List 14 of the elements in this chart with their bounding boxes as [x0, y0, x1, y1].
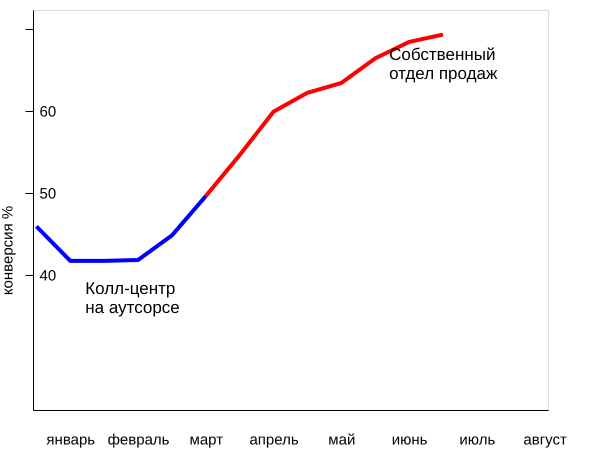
x-tick-label: август	[523, 432, 567, 448]
y-tick-label: 40	[40, 267, 56, 284]
x-tick-label: апрель	[249, 432, 299, 448]
series-label: Собственный отдел продаж	[389, 44, 498, 83]
y-axis-title: конверсия %	[0, 206, 16, 296]
series-label: Колл-центр на аутсорсе	[85, 278, 180, 317]
x-tick-label: февраль	[108, 432, 170, 448]
x-tick-label: март	[190, 432, 224, 448]
y-tick-label: 50	[40, 185, 56, 202]
x-tick-label: январь	[46, 432, 96, 448]
x-tick-label: июль	[459, 432, 496, 448]
x-tick-label: май	[328, 432, 356, 448]
x-tick-label: июнь	[392, 432, 428, 448]
y-tick-label: 60	[40, 103, 56, 120]
